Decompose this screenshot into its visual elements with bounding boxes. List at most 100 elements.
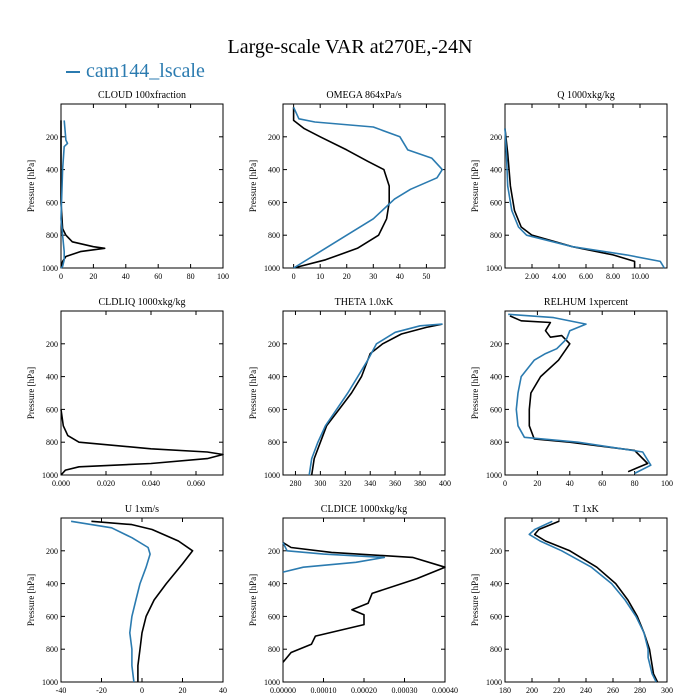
x-tick-label: 4.00 bbox=[552, 272, 566, 281]
y-tick-label: 600 bbox=[46, 612, 58, 621]
plot-frame bbox=[60, 310, 224, 476]
x-tick-label: 340 bbox=[364, 479, 376, 488]
y-tick-label: 800 bbox=[490, 438, 502, 447]
y-axis-label: Pressure [hPa] bbox=[248, 367, 258, 419]
series-line-ref bbox=[533, 520, 659, 683]
plot-frame bbox=[282, 517, 446, 683]
y-tick-label: 400 bbox=[268, 580, 280, 589]
y-tick-label: 800 bbox=[490, 645, 502, 654]
x-tick-label: 80 bbox=[631, 479, 639, 488]
y-tick-label: 200 bbox=[490, 340, 502, 349]
x-tick-label: 180 bbox=[499, 686, 511, 695]
x-tick-label: 0.040 bbox=[142, 479, 160, 488]
y-tick-label: 200 bbox=[46, 547, 58, 556]
y-tick-label: 400 bbox=[268, 373, 280, 382]
page-title: Large-scale VAR at270E,-24N bbox=[227, 36, 473, 58]
y-tick-label: 1000 bbox=[42, 471, 58, 480]
x-tick-label: 300 bbox=[314, 479, 326, 488]
y-axis-label: Pressure [hPa] bbox=[26, 367, 36, 419]
series-line-ref bbox=[282, 541, 446, 663]
x-tick-label: 40 bbox=[396, 272, 404, 281]
y-tick-label: 1000 bbox=[486, 471, 502, 480]
x-tick-label: 40 bbox=[566, 479, 574, 488]
y-tick-label: 1000 bbox=[264, 264, 280, 273]
y-tick-label: 1000 bbox=[264, 678, 280, 687]
x-tick-label: -40 bbox=[56, 686, 67, 695]
plot-frame bbox=[504, 310, 668, 476]
y-tick-label: 200 bbox=[268, 547, 280, 556]
panel-title: CLDLIQ 1000xkg/kg bbox=[99, 297, 186, 308]
y-tick-label: 800 bbox=[46, 645, 58, 654]
panel-1: CLOUD 100xfraction 0 20 40 60 80 100 200 400 600 8… bbox=[26, 90, 229, 281]
y-tick-label: 1000 bbox=[42, 264, 58, 273]
y-tick-label: 800 bbox=[268, 645, 280, 654]
y-tick-label: 400 bbox=[490, 580, 502, 589]
panel-9: T 1xK 180 200 220 240 260 280 300 200 400 600 800 10… bbox=[470, 504, 673, 695]
panel-title: U 1xm/s bbox=[125, 504, 159, 515]
y-tick-label: 400 bbox=[46, 373, 58, 382]
y-tick-label: 200 bbox=[46, 340, 58, 349]
x-tick-label: 0 bbox=[59, 272, 63, 281]
y-tick-label: 1000 bbox=[42, 678, 58, 687]
x-tick-label: 30 bbox=[369, 272, 377, 281]
panel-title: THETA 1.0xK bbox=[335, 297, 394, 308]
y-axis-label: Pressure [hPa] bbox=[470, 367, 480, 419]
panel-6: RELHUM 1xpercent 0 20 40 60 80 100 200 400 600 800… bbox=[470, 297, 673, 488]
x-tick-label: 280 bbox=[634, 686, 646, 695]
x-tick-label: 0.00040 bbox=[432, 686, 458, 695]
y-tick-label: 600 bbox=[268, 198, 280, 207]
x-tick-label: 60 bbox=[154, 272, 162, 281]
panel-title: CLOUD 100xfraction bbox=[98, 90, 186, 101]
y-tick-label: 600 bbox=[46, 405, 58, 414]
x-tick-label: 0 bbox=[140, 686, 144, 695]
y-tick-label: 200 bbox=[268, 133, 280, 142]
x-tick-label: 360 bbox=[389, 479, 401, 488]
x-tick-label: 20 bbox=[179, 686, 187, 695]
x-tick-label: 300 bbox=[661, 686, 673, 695]
x-tick-label: 0 bbox=[503, 479, 507, 488]
series-line-ref bbox=[509, 315, 649, 473]
panel-title: T 1xK bbox=[573, 504, 599, 515]
y-tick-label: 1000 bbox=[264, 471, 280, 480]
panel-8: CLDICE 1000xkg/kg 0.00000 0.00010 0.00020 0.… bbox=[248, 504, 458, 695]
x-tick-label: 40 bbox=[219, 686, 227, 695]
y-tick-label: 800 bbox=[490, 231, 502, 240]
y-tick-label: 800 bbox=[268, 231, 280, 240]
y-tick-label: 600 bbox=[268, 612, 280, 621]
y-tick-label: 400 bbox=[46, 580, 58, 589]
series-line-cam144-lscale bbox=[292, 106, 444, 269]
x-tick-label: 220 bbox=[553, 686, 565, 695]
x-tick-label: 10 bbox=[316, 272, 324, 281]
x-tick-label: 320 bbox=[339, 479, 351, 488]
y-tick-label: 200 bbox=[490, 547, 502, 556]
x-tick-label: 10.00 bbox=[631, 272, 649, 281]
y-tick-label: 400 bbox=[268, 166, 280, 175]
series-line-cam144-lscale bbox=[60, 120, 69, 269]
series-line-cam144-lscale bbox=[504, 128, 665, 269]
y-tick-label: 200 bbox=[46, 133, 58, 142]
plot-frame bbox=[282, 310, 446, 476]
y-tick-label: 800 bbox=[46, 231, 58, 240]
x-tick-label: 0.020 bbox=[97, 479, 115, 488]
x-tick-label: 200 bbox=[526, 686, 538, 695]
y-axis-label: Pressure [hPa] bbox=[26, 574, 36, 626]
x-tick-label: 6.00 bbox=[579, 272, 593, 281]
plot-frame bbox=[504, 517, 668, 683]
x-tick-label: 0.000 bbox=[52, 479, 70, 488]
y-tick-label: 600 bbox=[268, 405, 280, 414]
series-line-ref bbox=[504, 128, 636, 268]
x-tick-label: 20 bbox=[89, 272, 97, 281]
x-tick-label: 280 bbox=[289, 479, 301, 488]
y-tick-label: 600 bbox=[490, 198, 502, 207]
series-line-cam144-lscale bbox=[508, 313, 652, 475]
x-tick-label: 380 bbox=[414, 479, 426, 488]
legend-line-icon bbox=[66, 71, 80, 74]
y-axis-label: Pressure [hPa] bbox=[248, 574, 258, 626]
x-tick-label: 100 bbox=[661, 479, 673, 488]
x-tick-label: 20 bbox=[343, 272, 351, 281]
x-tick-label: 2.00 bbox=[525, 272, 539, 281]
x-tick-label: 400 bbox=[439, 479, 451, 488]
x-tick-label: 0.00000 bbox=[270, 686, 296, 695]
series-line-ref bbox=[60, 409, 224, 476]
